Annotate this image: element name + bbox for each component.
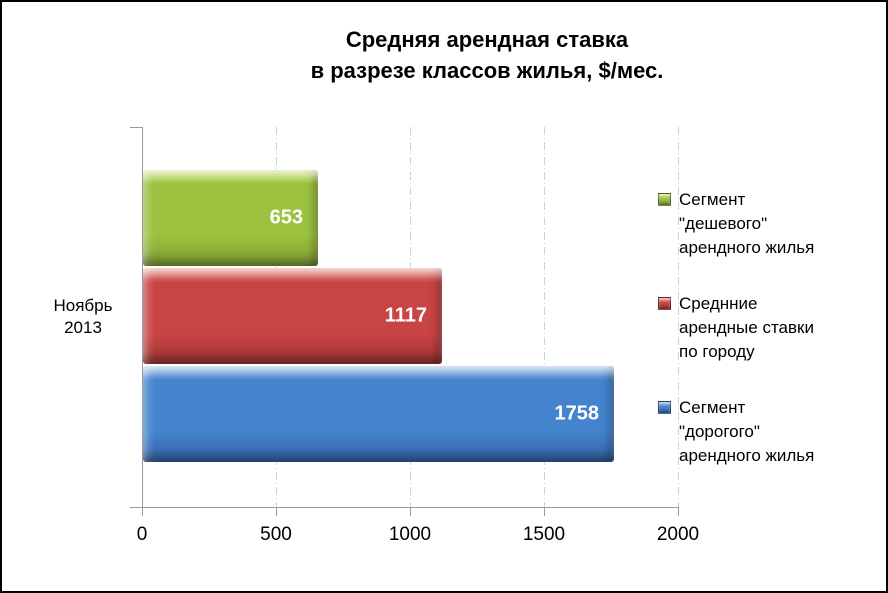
legend-marker-icon (658, 297, 671, 310)
bar-value-label: 653 (269, 206, 303, 229)
category-label: Ноябрь 2013 (53, 296, 113, 337)
value-axis-line (130, 507, 679, 508)
category-tick (130, 127, 142, 128)
x-tick-1000 (410, 507, 411, 516)
x-tick-2000 (678, 507, 679, 516)
bar-value-label: 1758 (554, 402, 600, 425)
legend-item-label: Сегмент "дорогого" арендного жилья (679, 398, 815, 465)
legend-item-label: Среднние арендные ставки по городу (679, 294, 814, 361)
x-axis-label-1000: 1000 (388, 524, 432, 545)
x-tick-500 (276, 507, 277, 516)
plot-area: 653 1117 1758 (142, 127, 679, 507)
legend-item-1: Сегмент "дешевого" арендного жилья (658, 188, 880, 260)
bar-series-2: 1117 (143, 268, 442, 364)
gridline-1500 (544, 127, 545, 507)
legend-marker-icon (658, 401, 671, 414)
bar-series-1: 653 (143, 170, 318, 266)
x-axis-label-0: 0 (136, 524, 148, 545)
chart-title: Средняя арендная ставка в разрезе классо… (310, 27, 664, 83)
bar-series-3: 1758 (143, 366, 614, 462)
category-axis-line (142, 127, 143, 516)
x-axis-label-2000: 2000 (656, 524, 700, 545)
legend-item-label: Сегмент "дешевого" арендного жилья (679, 190, 815, 257)
legend-marker-icon (658, 193, 671, 206)
x-axis-label-500: 500 (260, 524, 292, 545)
category-tick (130, 507, 142, 508)
x-tick-1500 (544, 507, 545, 516)
gridline-2000 (678, 127, 679, 507)
bar-value-label: 1117 (384, 304, 427, 327)
legend-item-3: Сегмент "дорогого" арендного жилья (658, 396, 880, 468)
x-tick-0 (142, 507, 143, 516)
legend: Сегмент "дешевого" арендного жилья Среднн… (658, 188, 880, 500)
x-axis-label-1500: 1500 (522, 524, 566, 545)
legend-item-2: Среднние арендные ставки по городу (658, 292, 880, 364)
